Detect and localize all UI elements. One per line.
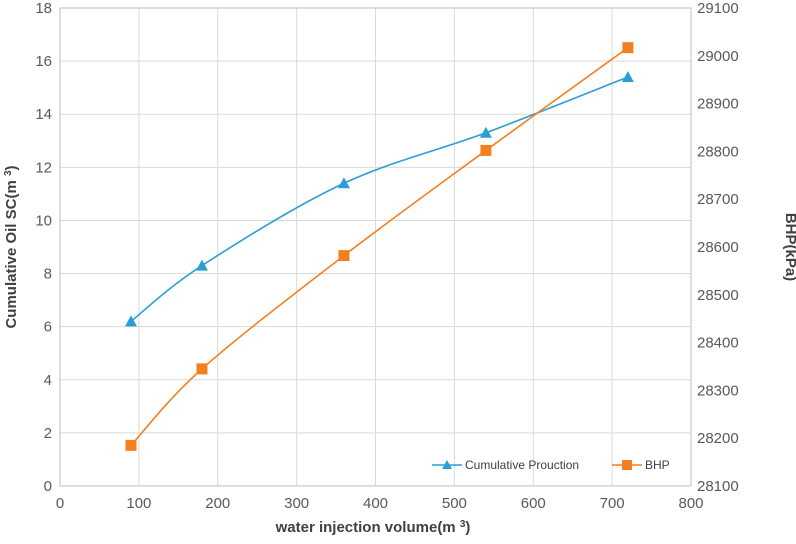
- y-left-tick-label: 6: [44, 319, 52, 336]
- x-tick-label: 0: [56, 495, 64, 512]
- y-right-tick-label: 28100: [697, 478, 739, 495]
- y-axis-left-title: Cumulative Oil SC(m 3): [3, 165, 21, 328]
- y-left-tick-label: 8: [44, 266, 52, 283]
- y-right-tick-label: 28300: [697, 382, 739, 399]
- y-left-tick-label: 12: [35, 159, 52, 176]
- data-point-triangle: [621, 71, 634, 83]
- data-point-triangle: [337, 177, 350, 189]
- x-tick-label: 400: [363, 495, 388, 512]
- y-right-tick-label: 29000: [697, 48, 739, 65]
- legend-item-bhp: BHP: [612, 458, 670, 472]
- data-point-square: [196, 363, 208, 375]
- y-right-tick-label: 28600: [697, 239, 739, 256]
- y-axis-right-title: BHP(kPa): [782, 213, 796, 281]
- legend-label-bhp: BHP: [645, 458, 670, 472]
- data-point-square: [338, 250, 350, 262]
- plot-frame: [59, 7, 692, 487]
- data-point-square: [125, 439, 137, 451]
- data-point-triangle: [195, 259, 208, 271]
- legend-square-marker: [622, 460, 632, 470]
- y-left-tick-label: 4: [44, 372, 52, 389]
- y-right-tick-label: 28700: [697, 191, 739, 208]
- grid: [60, 8, 691, 486]
- series: [124, 42, 634, 451]
- legend: Cumulative Prouction BHP: [432, 458, 670, 472]
- x-tick-label: 100: [126, 495, 151, 512]
- y-left-tick-label: 0: [44, 478, 52, 495]
- y-left-tick-label: 10: [35, 212, 52, 229]
- data-point-square: [622, 42, 634, 54]
- legend-item-cumulative: Cumulative Prouction: [432, 458, 579, 472]
- data-point-square: [480, 144, 492, 156]
- y-right-tick-label: 29100: [697, 0, 739, 17]
- x-axis-title: water injection volume(m 3): [275, 519, 471, 537]
- data-point-triangle: [479, 126, 492, 138]
- data-point-triangle: [124, 315, 137, 327]
- x-tick-label: 700: [600, 495, 625, 512]
- y-right-tick-label: 28500: [697, 287, 739, 304]
- y-right-tick-label: 28200: [697, 430, 739, 447]
- legend-label-cumulative: Cumulative Prouction: [465, 458, 579, 472]
- y-right-tick-label: 28400: [697, 335, 739, 352]
- y-left-tick-label: 14: [35, 106, 52, 123]
- axes: 0 100 200 300 400 500 600 700 800 0 2 4 6 8 10 12 14 16 18…: [35, 0, 738, 512]
- x-tick-label: 200: [205, 495, 230, 512]
- series-line-0: [130, 76, 629, 322]
- y-right-tick-label: 28800: [697, 143, 739, 160]
- y-left-tick-label: 18: [35, 0, 52, 17]
- x-tick-label: 800: [678, 495, 703, 512]
- x-tick-label: 300: [284, 495, 309, 512]
- y-right-tick-label: 28900: [697, 96, 739, 113]
- y-left-tick-label: 16: [35, 53, 52, 70]
- x-tick-label: 600: [521, 495, 546, 512]
- legend-triangle-marker: [442, 460, 452, 469]
- x-tick-label: 500: [442, 495, 467, 512]
- y-left-tick-label: 2: [44, 425, 52, 442]
